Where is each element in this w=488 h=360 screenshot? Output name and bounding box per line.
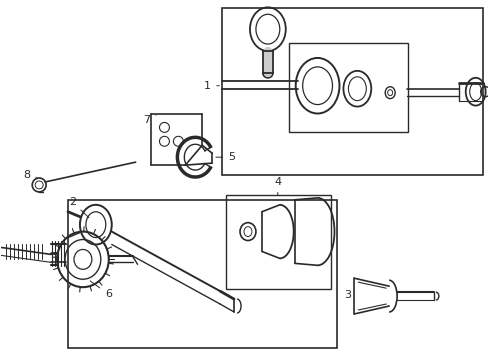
Bar: [222, 8, 482, 175]
Text: 1: 1: [204, 81, 219, 91]
Text: 3: 3: [343, 290, 350, 300]
Text: 6: 6: [90, 281, 112, 299]
Text: 5: 5: [216, 152, 235, 162]
Text: 8: 8: [23, 170, 37, 180]
Bar: [288, 43, 407, 132]
Bar: [225, 195, 330, 289]
Text: 2: 2: [69, 197, 89, 218]
Text: 4: 4: [274, 177, 281, 195]
Text: 7: 7: [143, 115, 156, 126]
Bar: [68, 200, 337, 348]
